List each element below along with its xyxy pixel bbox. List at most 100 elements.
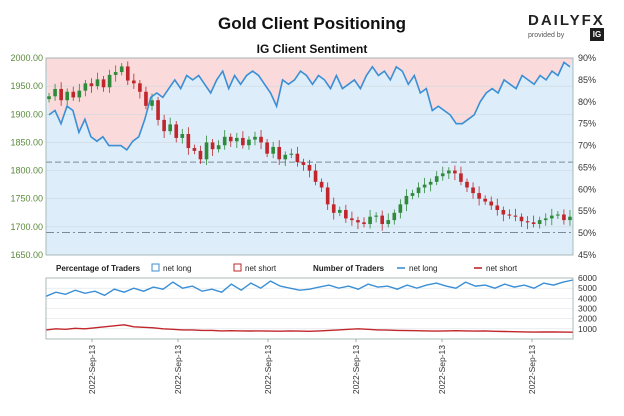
candle-body <box>513 215 518 217</box>
candle-body <box>277 146 282 160</box>
price-panel: 2000.00 1950.00 1900.00 1850.00 1800.00 1750.… <box>10 53 596 260</box>
candle-body <box>350 218 354 221</box>
candle-body <box>162 119 166 132</box>
y-right-tick-label: 70% <box>578 141 596 151</box>
logo-wordmark: DAILYFX <box>528 12 605 29</box>
candle-body <box>53 88 57 97</box>
y-right-tick-label: 90% <box>578 53 596 63</box>
x-axis: 2022-Sep-13 2022-Sep-13 2022-Sep-13 2022-Se… <box>87 339 537 394</box>
candle-body <box>434 176 439 182</box>
legend-net-long-label: net long <box>163 264 191 273</box>
candle-body <box>447 170 451 174</box>
y-right-tick-label: 80% <box>578 97 596 107</box>
y-right-tick-label: 65% <box>578 162 596 172</box>
candle-body <box>101 79 106 88</box>
candle-body <box>562 214 566 221</box>
candle-body <box>295 153 300 163</box>
candle-body <box>192 148 197 151</box>
candle-body <box>537 220 542 225</box>
candle-body <box>113 72 118 75</box>
y-right-tick-label: 45% <box>578 250 596 260</box>
candle-body <box>186 133 191 149</box>
candle-body <box>525 221 530 223</box>
candle-body <box>228 136 233 142</box>
candle-body <box>386 220 391 225</box>
y-right-tick-label: 60% <box>578 184 596 194</box>
y-left-tick-label: 1900.00 <box>10 109 43 119</box>
candle-body <box>465 181 469 188</box>
legend-num-short-label: net short <box>486 264 518 273</box>
y-lower-tick-label: 2000 <box>578 314 597 324</box>
candle-body <box>283 154 288 160</box>
candle-body <box>174 124 179 138</box>
traders-panel-frame <box>45 277 574 340</box>
candle-body <box>404 195 409 205</box>
candle-body <box>313 170 318 182</box>
y-left-tick-label: 1750.00 <box>10 194 43 204</box>
logo-provided-by: provided by <box>528 32 565 39</box>
x-tick-label: 2022-Sep-13 <box>437 345 447 394</box>
candle-body <box>392 212 397 221</box>
candle-body <box>416 187 421 194</box>
y-left-tick-label: 2000.00 <box>10 53 43 63</box>
candle-body <box>374 215 378 217</box>
candle-body <box>168 124 172 132</box>
candle-body <box>549 215 554 219</box>
candle-body <box>325 187 330 205</box>
candle-body <box>422 184 427 188</box>
candle-body <box>210 142 215 150</box>
candle-body <box>119 66 124 73</box>
y-lower-tick-label: 4000 <box>578 293 597 303</box>
ig-logo-icon: IG <box>590 28 604 41</box>
legend: Percentage of Traders net long net short Nu… <box>56 263 518 273</box>
y-left-tick-label: 1850.00 <box>10 137 43 147</box>
candle-body <box>289 153 294 155</box>
candle-body <box>95 79 100 87</box>
candle-body <box>356 220 360 223</box>
candle-body <box>477 193 481 199</box>
y-right-tick-label: 85% <box>578 75 596 85</box>
candle-body <box>144 91 148 106</box>
candle-body <box>150 100 154 106</box>
candle-body <box>234 137 239 142</box>
x-tick-label: 2022-Sep-13 <box>173 345 183 394</box>
candle-body <box>362 222 366 225</box>
candle-body <box>410 193 415 196</box>
candle-body <box>556 214 560 216</box>
y-left-tick-label: 1800.00 <box>10 166 43 176</box>
candle-body <box>89 83 94 87</box>
y-left-tick-label: 1950.00 <box>10 81 43 91</box>
legend-num-long-label: net long <box>409 264 437 273</box>
candle-body <box>301 162 306 165</box>
candle-body <box>265 142 269 154</box>
candle-body <box>337 209 342 213</box>
candle-body <box>507 214 512 216</box>
legend-percentage-label: Percentage of Traders <box>56 264 141 273</box>
candle-body <box>77 90 82 98</box>
y-left-tick-label: 1700.00 <box>10 222 43 232</box>
candle-body <box>271 146 275 154</box>
legend-net-short-label: net short <box>245 264 277 273</box>
candle-body <box>428 181 433 185</box>
candle-body <box>489 201 494 206</box>
candle-body <box>180 133 185 138</box>
chart-subtitle: IG Client Sentiment <box>256 42 368 56</box>
dailyfx-logo: DAILYFX provided by IG <box>528 12 620 42</box>
y-right-tick-label: 75% <box>578 119 596 129</box>
candle-body <box>222 136 227 146</box>
net-long-traders-line <box>45 279 574 297</box>
candle-body <box>568 216 572 221</box>
candle-body <box>471 187 475 194</box>
sentiment-line <box>48 61 571 152</box>
candle-body <box>71 91 76 98</box>
candle-body <box>253 136 257 140</box>
candle-body <box>59 88 63 101</box>
y-left-tick-label: 1650.00 <box>10 250 43 260</box>
candle-body <box>543 218 548 221</box>
candle-body <box>519 216 524 222</box>
x-tick-label: 2022-Sep-13 <box>527 345 537 394</box>
candle-body <box>483 198 487 202</box>
candle-body <box>307 164 312 171</box>
candle-body <box>125 66 130 81</box>
